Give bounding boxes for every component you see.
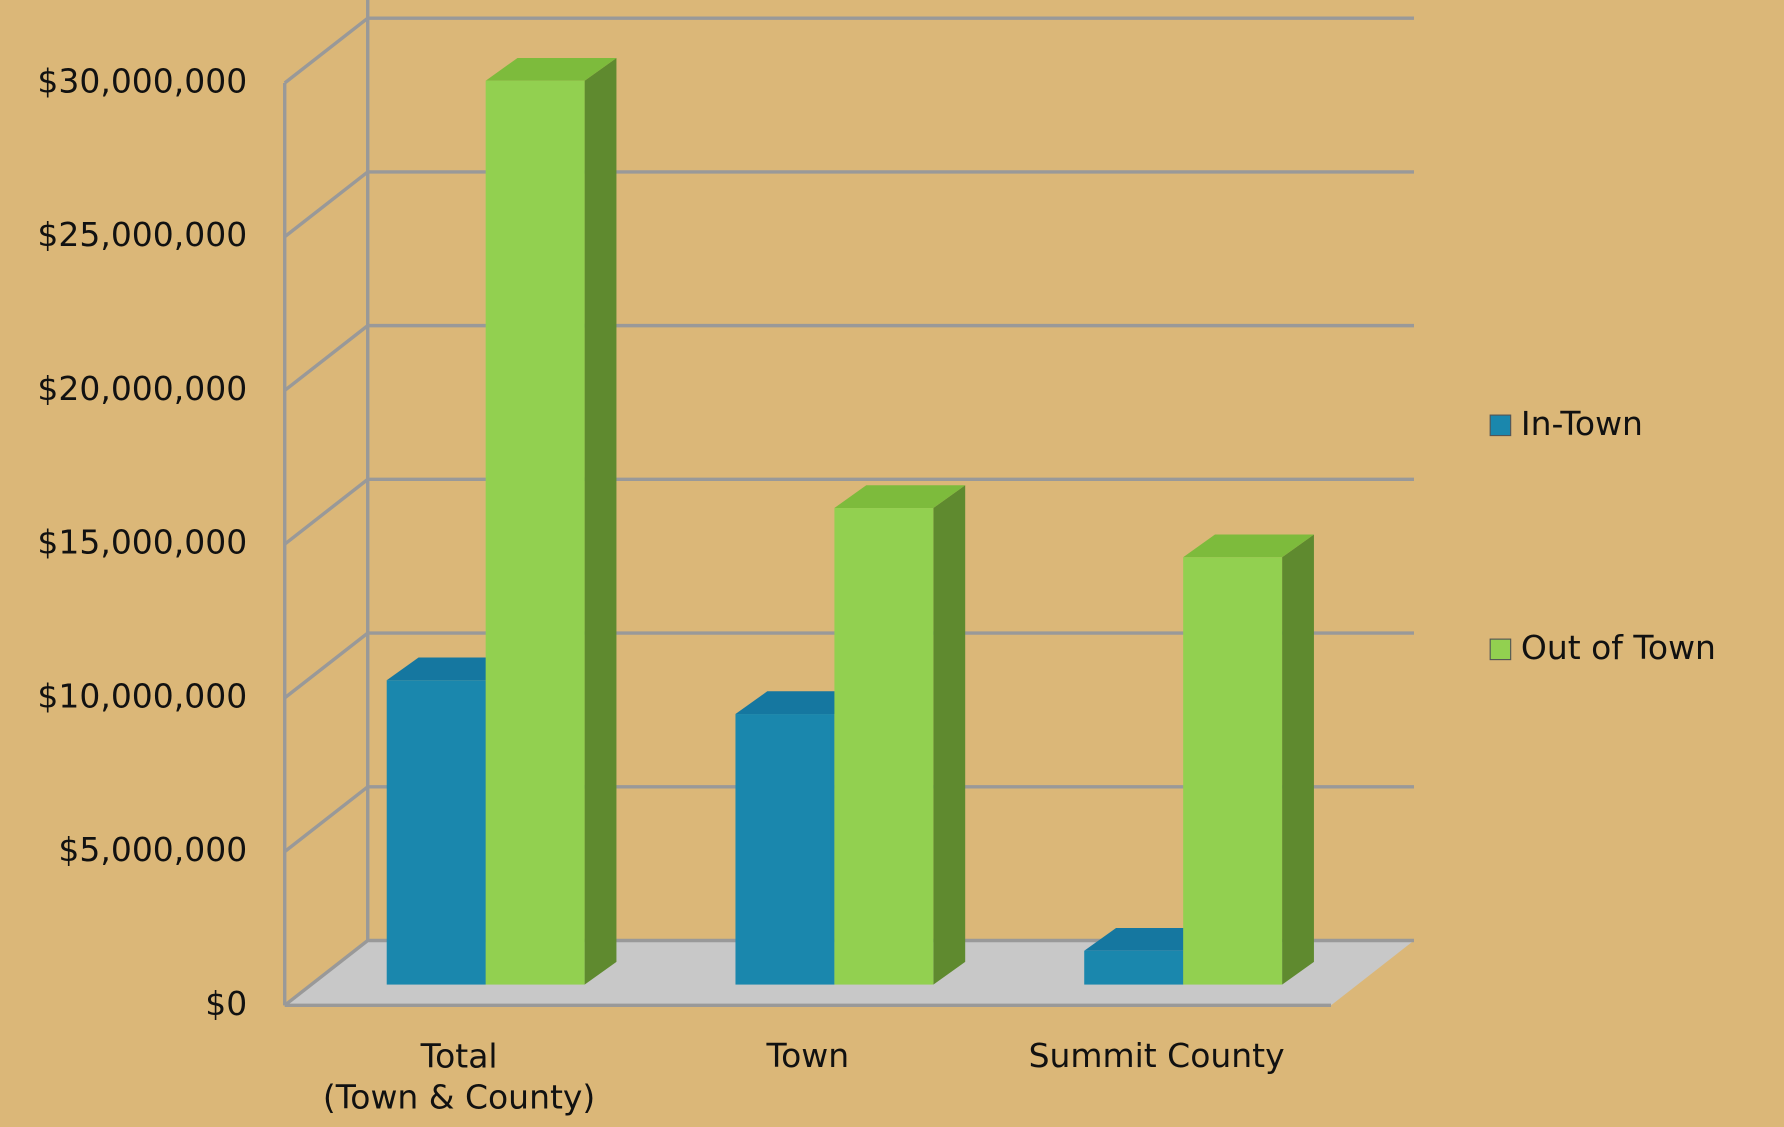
bar-face	[834, 485, 966, 509]
legend-label: Out of Town	[1521, 628, 1716, 667]
x-tick-label: Total (Town & County)	[323, 1036, 595, 1116]
bar-face	[1084, 928, 1216, 951]
bar-face	[1183, 557, 1283, 985]
grid-line	[283, 631, 1414, 700]
y-tick-label: $20,000,000	[37, 369, 247, 408]
bar-face	[735, 714, 835, 985]
bar	[834, 485, 966, 985]
grid-line	[283, 16, 1414, 85]
bar-face	[485, 80, 585, 985]
bar-face	[584, 57, 617, 985]
y-tick-label: $25,000,000	[37, 215, 247, 254]
grid-line	[283, 785, 1414, 853]
grid-line	[283, 938, 1414, 1007]
x-tick-label: Summit County	[1029, 1036, 1285, 1075]
y-tick-label: $0	[205, 984, 247, 1023]
y-tick-label: $15,000,000	[37, 523, 247, 562]
bar-face	[834, 508, 934, 985]
bar-face	[1084, 950, 1184, 985]
bar-face	[386, 680, 486, 985]
legend-swatch	[1489, 638, 1512, 661]
grid-line	[283, 170, 1414, 239]
bar-face	[735, 691, 867, 715]
bar	[1183, 534, 1314, 985]
y-tick-label: $30,000,000	[37, 62, 247, 101]
legend-swatch	[1489, 414, 1512, 437]
grid-line	[283, 477, 1414, 546]
y-tick-label: $5,000,000	[58, 830, 247, 869]
x-tick-label: Town	[766, 1036, 850, 1075]
bar-face	[386, 657, 518, 681]
grid-line	[283, 323, 1414, 392]
y-tick-label: $10,000,000	[37, 676, 247, 715]
bar	[485, 57, 617, 985]
bar-face	[1282, 534, 1314, 985]
bar-face	[933, 485, 966, 985]
bar-face	[1183, 534, 1314, 558]
bar-face	[485, 57, 617, 81]
legend-label: In-Town	[1521, 404, 1643, 443]
